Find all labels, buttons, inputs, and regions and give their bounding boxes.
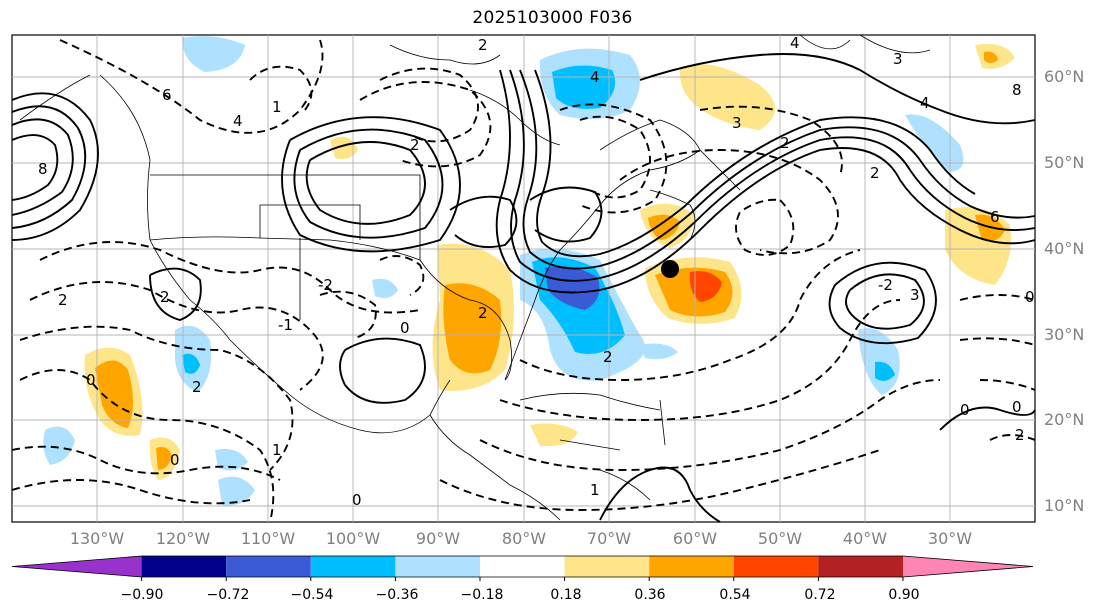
anomaly-blue-nwcanada <box>182 36 245 72</box>
contour-label: 4 <box>920 94 930 112</box>
contour-label: -1 <box>278 316 293 334</box>
contour-label: 8 <box>1012 81 1022 99</box>
contour-label: 2 <box>410 136 420 154</box>
contour-label: 6 <box>162 86 172 104</box>
anomaly-blue-iceland <box>905 114 964 172</box>
contour-label: 1 <box>272 441 282 459</box>
lon-label: 130°W <box>69 529 125 548</box>
contour-label: -2 <box>318 276 333 294</box>
anomaly-orange-pacific-s <box>156 447 172 470</box>
lat-label: 20°N <box>1044 410 1085 429</box>
contour-label: 3 <box>732 114 742 132</box>
lon-label: 70°W <box>586 529 632 548</box>
anomaly-orange-greenland <box>984 51 998 63</box>
anomaly-blue-pacific-s3 <box>215 448 248 471</box>
contour-label: 0 <box>86 371 96 389</box>
lat-label: 50°N <box>1044 153 1085 172</box>
contour-label: 6 <box>990 208 1000 226</box>
location-marker <box>661 260 679 278</box>
lon-label: 60°W <box>672 529 718 548</box>
anomaly-blue-pacific-sw <box>43 426 75 465</box>
lon-label: 50°W <box>757 529 803 548</box>
lon-label: 40°W <box>842 529 888 548</box>
anomaly-blue-seus <box>372 278 398 298</box>
anomaly-medblue-atlantic <box>545 266 600 310</box>
contour-label: 2 <box>870 164 880 182</box>
contour-label: 0 <box>960 401 970 419</box>
contour-label: 0 <box>1012 398 1022 416</box>
contour-label: 3 <box>910 286 920 304</box>
anomaly-darkorange-gulf <box>443 283 502 374</box>
contour-label: 2 <box>1015 426 1025 444</box>
lon-label: 120°W <box>155 529 211 548</box>
contour-label: 0 <box>352 491 362 509</box>
lat-label: 10°N <box>1044 496 1085 515</box>
lat-label: 40°N <box>1044 239 1085 258</box>
contour-label: 8 <box>38 160 48 178</box>
colorbar-tick-label: −0.54 <box>290 587 334 603</box>
contour-label: 0 <box>400 319 410 337</box>
contours-negative <box>11 39 1036 523</box>
colorbar-tick-label: −0.72 <box>206 587 250 603</box>
lat-label: 30°N <box>1044 325 1085 344</box>
colorbar-tick-label: −0.90 <box>120 587 164 603</box>
contour-label: 4 <box>233 112 243 130</box>
contour-label: 2 <box>478 304 488 322</box>
anomaly-orange-nova <box>648 214 680 240</box>
contour-label: 2 <box>192 378 202 396</box>
contour-label: -2 <box>878 276 893 294</box>
contour-label: 3 <box>893 50 903 68</box>
lon-label: 90°W <box>415 529 461 548</box>
colorbar-tick-label: 0.54 <box>719 587 751 603</box>
contour-label: 0 <box>1025 288 1035 306</box>
anomaly-yellow-newfoundland <box>679 64 775 130</box>
lon-label: 110°W <box>240 529 296 548</box>
contour-label: 1 <box>590 481 600 499</box>
colorbar-tick-label: 0.18 <box>550 587 582 603</box>
colorbar-tick-label: 0.72 <box>804 587 836 603</box>
contour-labels: 4 4 3 8 6 4 2 2 2 1 0 -1 -2 0 0 0 1 2 2 … <box>38 34 1035 509</box>
colorbar-tick-label: 0.90 <box>888 587 920 603</box>
contour-label: 1 <box>272 98 282 116</box>
graticule <box>12 35 1035 522</box>
contour-label: 2 <box>603 348 613 366</box>
anomaly-blue-pacific-s2 <box>218 476 255 506</box>
colorbar-ticks <box>141 577 904 581</box>
contour-label: 0 <box>170 451 180 469</box>
anomaly-cyan-labrador <box>552 65 616 109</box>
lon-label: 30°W <box>927 529 973 548</box>
shaded-anomalies <box>43 36 1015 506</box>
anomaly-yellow-glakes <box>330 136 358 159</box>
colorbar-tick-label: 0.36 <box>634 587 666 603</box>
coastlines <box>19 34 931 521</box>
contour-label: 2 <box>58 291 68 309</box>
contours-positive <box>11 53 1036 523</box>
lon-label: 80°W <box>501 529 547 548</box>
anomaly-yellow-caribbean <box>530 423 578 447</box>
lon-label: 100°W <box>325 529 381 548</box>
anomaly-cyan-pacific-mid <box>182 353 200 374</box>
contour-label: 2 <box>478 36 488 54</box>
map-title: 2025103000 F036 <box>472 8 633 28</box>
anomaly-blue-ne-atlantic <box>640 343 678 360</box>
anomaly-cyan-e-atlantic <box>875 361 895 381</box>
colorbar-tick-label: −0.18 <box>460 587 504 603</box>
anomaly-darkorange-pacific-w <box>95 360 133 428</box>
contour-label: 2 <box>160 288 170 306</box>
contour-label: 2 <box>780 134 790 152</box>
weather-map: 4 4 3 8 6 4 2 2 2 1 0 -1 -2 0 0 0 1 2 2 … <box>11 34 1036 523</box>
colorbar-tick-label: −0.36 <box>375 587 419 603</box>
contour-label: 4 <box>590 68 600 86</box>
lat-label: 60°N <box>1044 67 1085 86</box>
contour-label: 4 <box>790 34 800 52</box>
anomaly-red-ocean <box>689 271 722 302</box>
